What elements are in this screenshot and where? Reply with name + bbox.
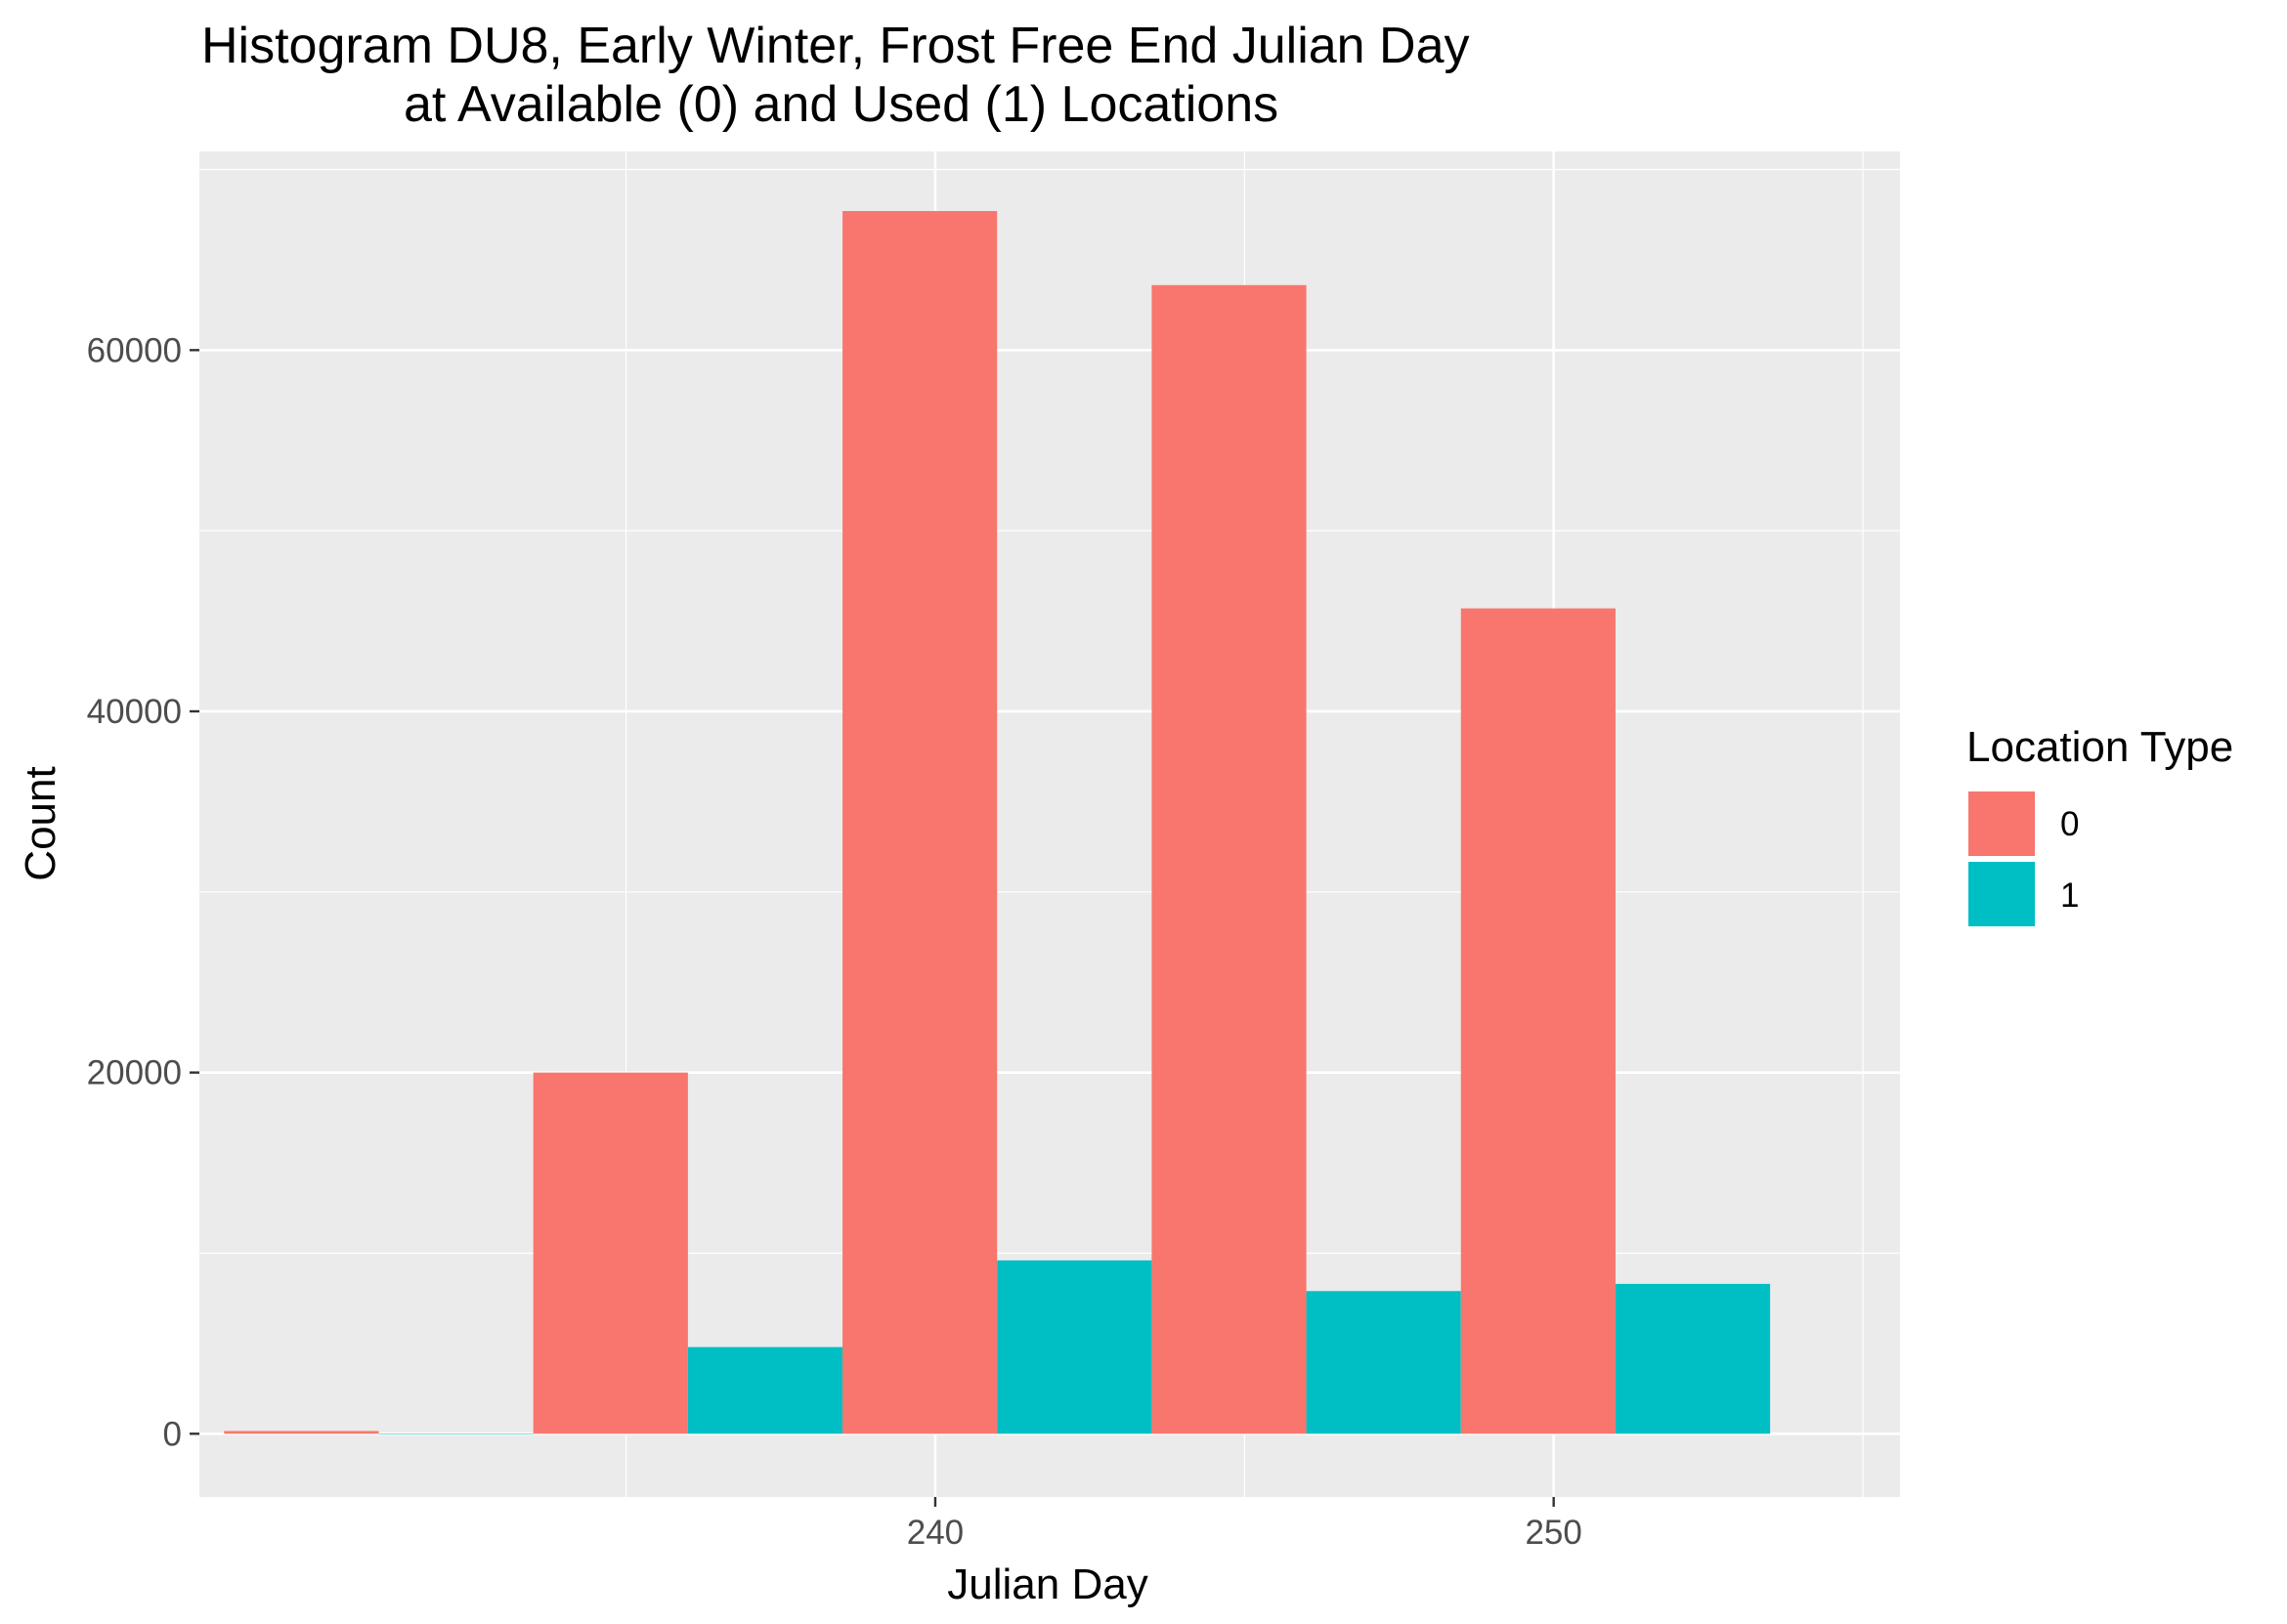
legend-label-1: 1 (2060, 876, 2079, 915)
bar-series-1-bin-1 (687, 1346, 843, 1434)
x-axis-title: Julian Day (947, 1560, 1147, 1608)
legend-label-0: 0 (2060, 805, 2079, 843)
x-tick-label-1: 250 (1525, 1514, 1581, 1552)
y-axis: 0 20000 40000 60000 (87, 331, 199, 1453)
chart-title-line-1: Histogram DU8, Early Winter, Frost Free … (201, 18, 1470, 74)
y-tick-label-1: 20000 (87, 1054, 182, 1092)
bar-series-1-bin-4 (1615, 1283, 1771, 1434)
bar-series-0-bin-2 (842, 210, 998, 1434)
legend-key-0 (1968, 791, 2035, 856)
bar-series-0-bin-4 (1460, 608, 1616, 1434)
x-tick-label-0: 240 (907, 1514, 964, 1552)
bar-series-0-bin-0 (224, 1431, 379, 1434)
bar-series-1-bin-3 (1306, 1291, 1461, 1434)
chart-title-line-2: at Available (0) and Used (1) Locations (404, 76, 1278, 133)
bar-series-1-bin-0 (378, 1433, 534, 1434)
y-axis-title: Count (17, 766, 65, 880)
legend-key-1 (1968, 862, 2035, 926)
legend-title: Location Type (1966, 723, 2233, 771)
y-tick-label-2: 40000 (87, 693, 182, 731)
y-tick-label-3: 60000 (87, 331, 182, 369)
bar-series-0-bin-1 (533, 1072, 688, 1434)
y-tick-label-0: 0 (163, 1415, 182, 1453)
x-axis: 240 250 (907, 1497, 1582, 1552)
bar-series-0-bin-3 (1151, 284, 1307, 1434)
histogram-bars (224, 210, 1771, 1434)
legend: Location Type 0 1 (1966, 723, 2233, 926)
bar-series-1-bin-2 (997, 1260, 1152, 1434)
